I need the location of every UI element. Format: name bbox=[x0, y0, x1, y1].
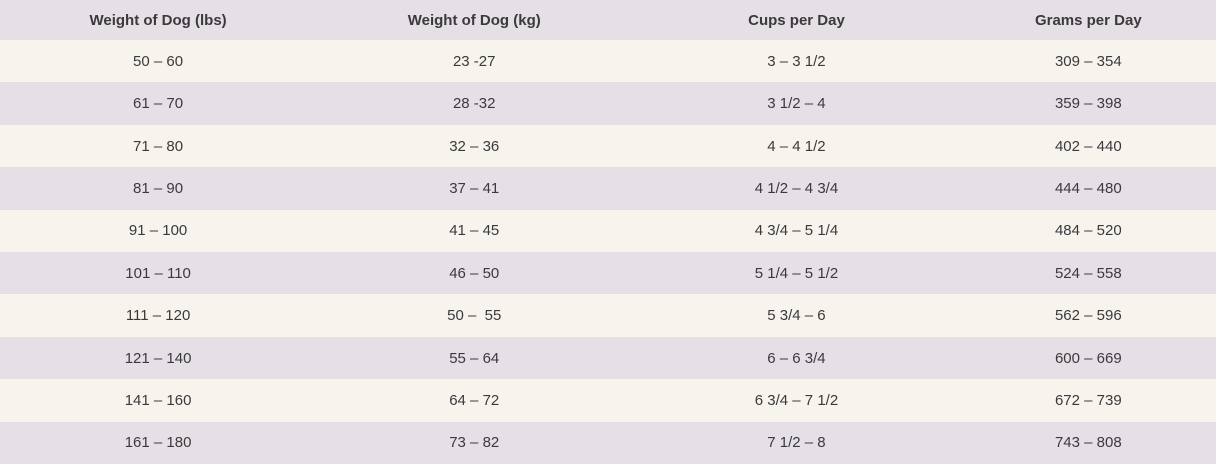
table-cell: 562 – 596 bbox=[1054, 307, 1122, 325]
table-cell: 32 – 36 bbox=[449, 137, 500, 155]
table-cell: 3 – 3 1/2 bbox=[767, 52, 826, 70]
table-cell: 161 – 180 bbox=[124, 434, 192, 452]
table-cell: 444 – 480 bbox=[1054, 179, 1122, 197]
table-cell: 5 3/4 – 6 bbox=[767, 307, 826, 325]
table-row: 111 – 120 50 – 55 5 3/4 – 6 562 – 596 bbox=[0, 294, 1216, 337]
table-cell: 6 3/4 – 7 1/2 bbox=[754, 391, 839, 409]
table-cell: 46 – 50 bbox=[449, 264, 500, 282]
table-cell: 55 – 64 bbox=[449, 349, 500, 367]
table-cell: 28 -32 bbox=[452, 95, 496, 113]
table-cell: 50 – 60 bbox=[133, 52, 184, 70]
table-cell: 4 1/2 – 4 3/4 bbox=[754, 179, 839, 197]
table-cell: 71 – 80 bbox=[133, 137, 184, 155]
table-cell: 524 – 558 bbox=[1054, 264, 1122, 282]
table-cell: 37 – 41 bbox=[449, 179, 500, 197]
table-cell: 3 1/2 – 4 bbox=[767, 95, 826, 113]
table-row: 81 – 90 37 – 41 4 1/2 – 4 3/4 444 – 480 bbox=[0, 167, 1216, 210]
table-row: 61 – 70 28 -32 3 1/2 – 4 359 – 398 bbox=[0, 82, 1216, 125]
table-row: 50 – 60 23 -27 3 – 3 1/2 309 – 354 bbox=[0, 40, 1216, 83]
column-header: Cups per Day bbox=[748, 11, 845, 29]
table-cell: 359 – 398 bbox=[1054, 95, 1122, 113]
table-cell: 111 – 120 bbox=[125, 307, 191, 325]
table-row: 141 – 160 64 – 72 6 3/4 – 7 1/2 672 – 739 bbox=[0, 379, 1216, 422]
table-row: 161 – 180 73 – 82 7 1/2 – 8 743 – 808 bbox=[0, 421, 1216, 464]
table-cell: 41 – 45 bbox=[449, 222, 500, 240]
table-row: 101 – 110 46 – 50 5 1/4 – 5 1/2 524 – 558 bbox=[0, 252, 1216, 295]
table-cell: 4 3/4 – 5 1/4 bbox=[754, 222, 839, 240]
table-row: 71 – 80 32 – 36 4 – 4 1/2 402 – 440 bbox=[0, 124, 1216, 168]
table-cell: 73 – 82 bbox=[449, 434, 500, 452]
table-cell: 309 – 354 bbox=[1054, 52, 1122, 70]
table-cell: 141 – 160 bbox=[124, 391, 192, 409]
table-cell: 121 – 140 bbox=[124, 349, 192, 367]
table-cell: 64 – 72 bbox=[449, 391, 500, 409]
table-cell: 4 – 4 1/2 bbox=[767, 137, 826, 155]
table-cell: 6 – 6 3/4 bbox=[767, 349, 826, 367]
table-cell: 61 – 70 bbox=[133, 95, 184, 113]
table-cell: 5 1/4 – 5 1/2 bbox=[754, 264, 839, 282]
table-cell: 600 – 669 bbox=[1054, 349, 1122, 367]
table-row: 91 – 100 41 – 45 4 3/4 – 5 1/4 484 – 520 bbox=[0, 209, 1216, 253]
table-cell: 402 – 440 bbox=[1054, 137, 1122, 155]
table-cell: 91 – 100 bbox=[128, 222, 188, 240]
table-cell: 743 – 808 bbox=[1054, 434, 1122, 452]
table-header-row: Weight of Dog (lbs) Weight of Dog (kg) Cup… bbox=[0, 0, 1216, 40]
column-header: Weight of Dog (lbs) bbox=[89, 11, 227, 29]
table-cell: 101 – 110 bbox=[125, 264, 191, 282]
table-cell: 7 1/2 – 8 bbox=[767, 434, 826, 452]
column-header: Weight of Dog (kg) bbox=[407, 11, 541, 29]
table-cell: 672 – 739 bbox=[1054, 391, 1122, 409]
table-cell: 484 – 520 bbox=[1054, 222, 1122, 240]
table-row: 121 – 140 55 – 64 6 – 6 3/4 600 – 669 bbox=[0, 336, 1216, 380]
table-cell: 50 – 55 bbox=[447, 307, 502, 325]
column-header: Grams per Day bbox=[1034, 11, 1142, 29]
table-cell: 81 – 90 bbox=[133, 179, 184, 197]
table-cell: 23 -27 bbox=[452, 52, 496, 70]
